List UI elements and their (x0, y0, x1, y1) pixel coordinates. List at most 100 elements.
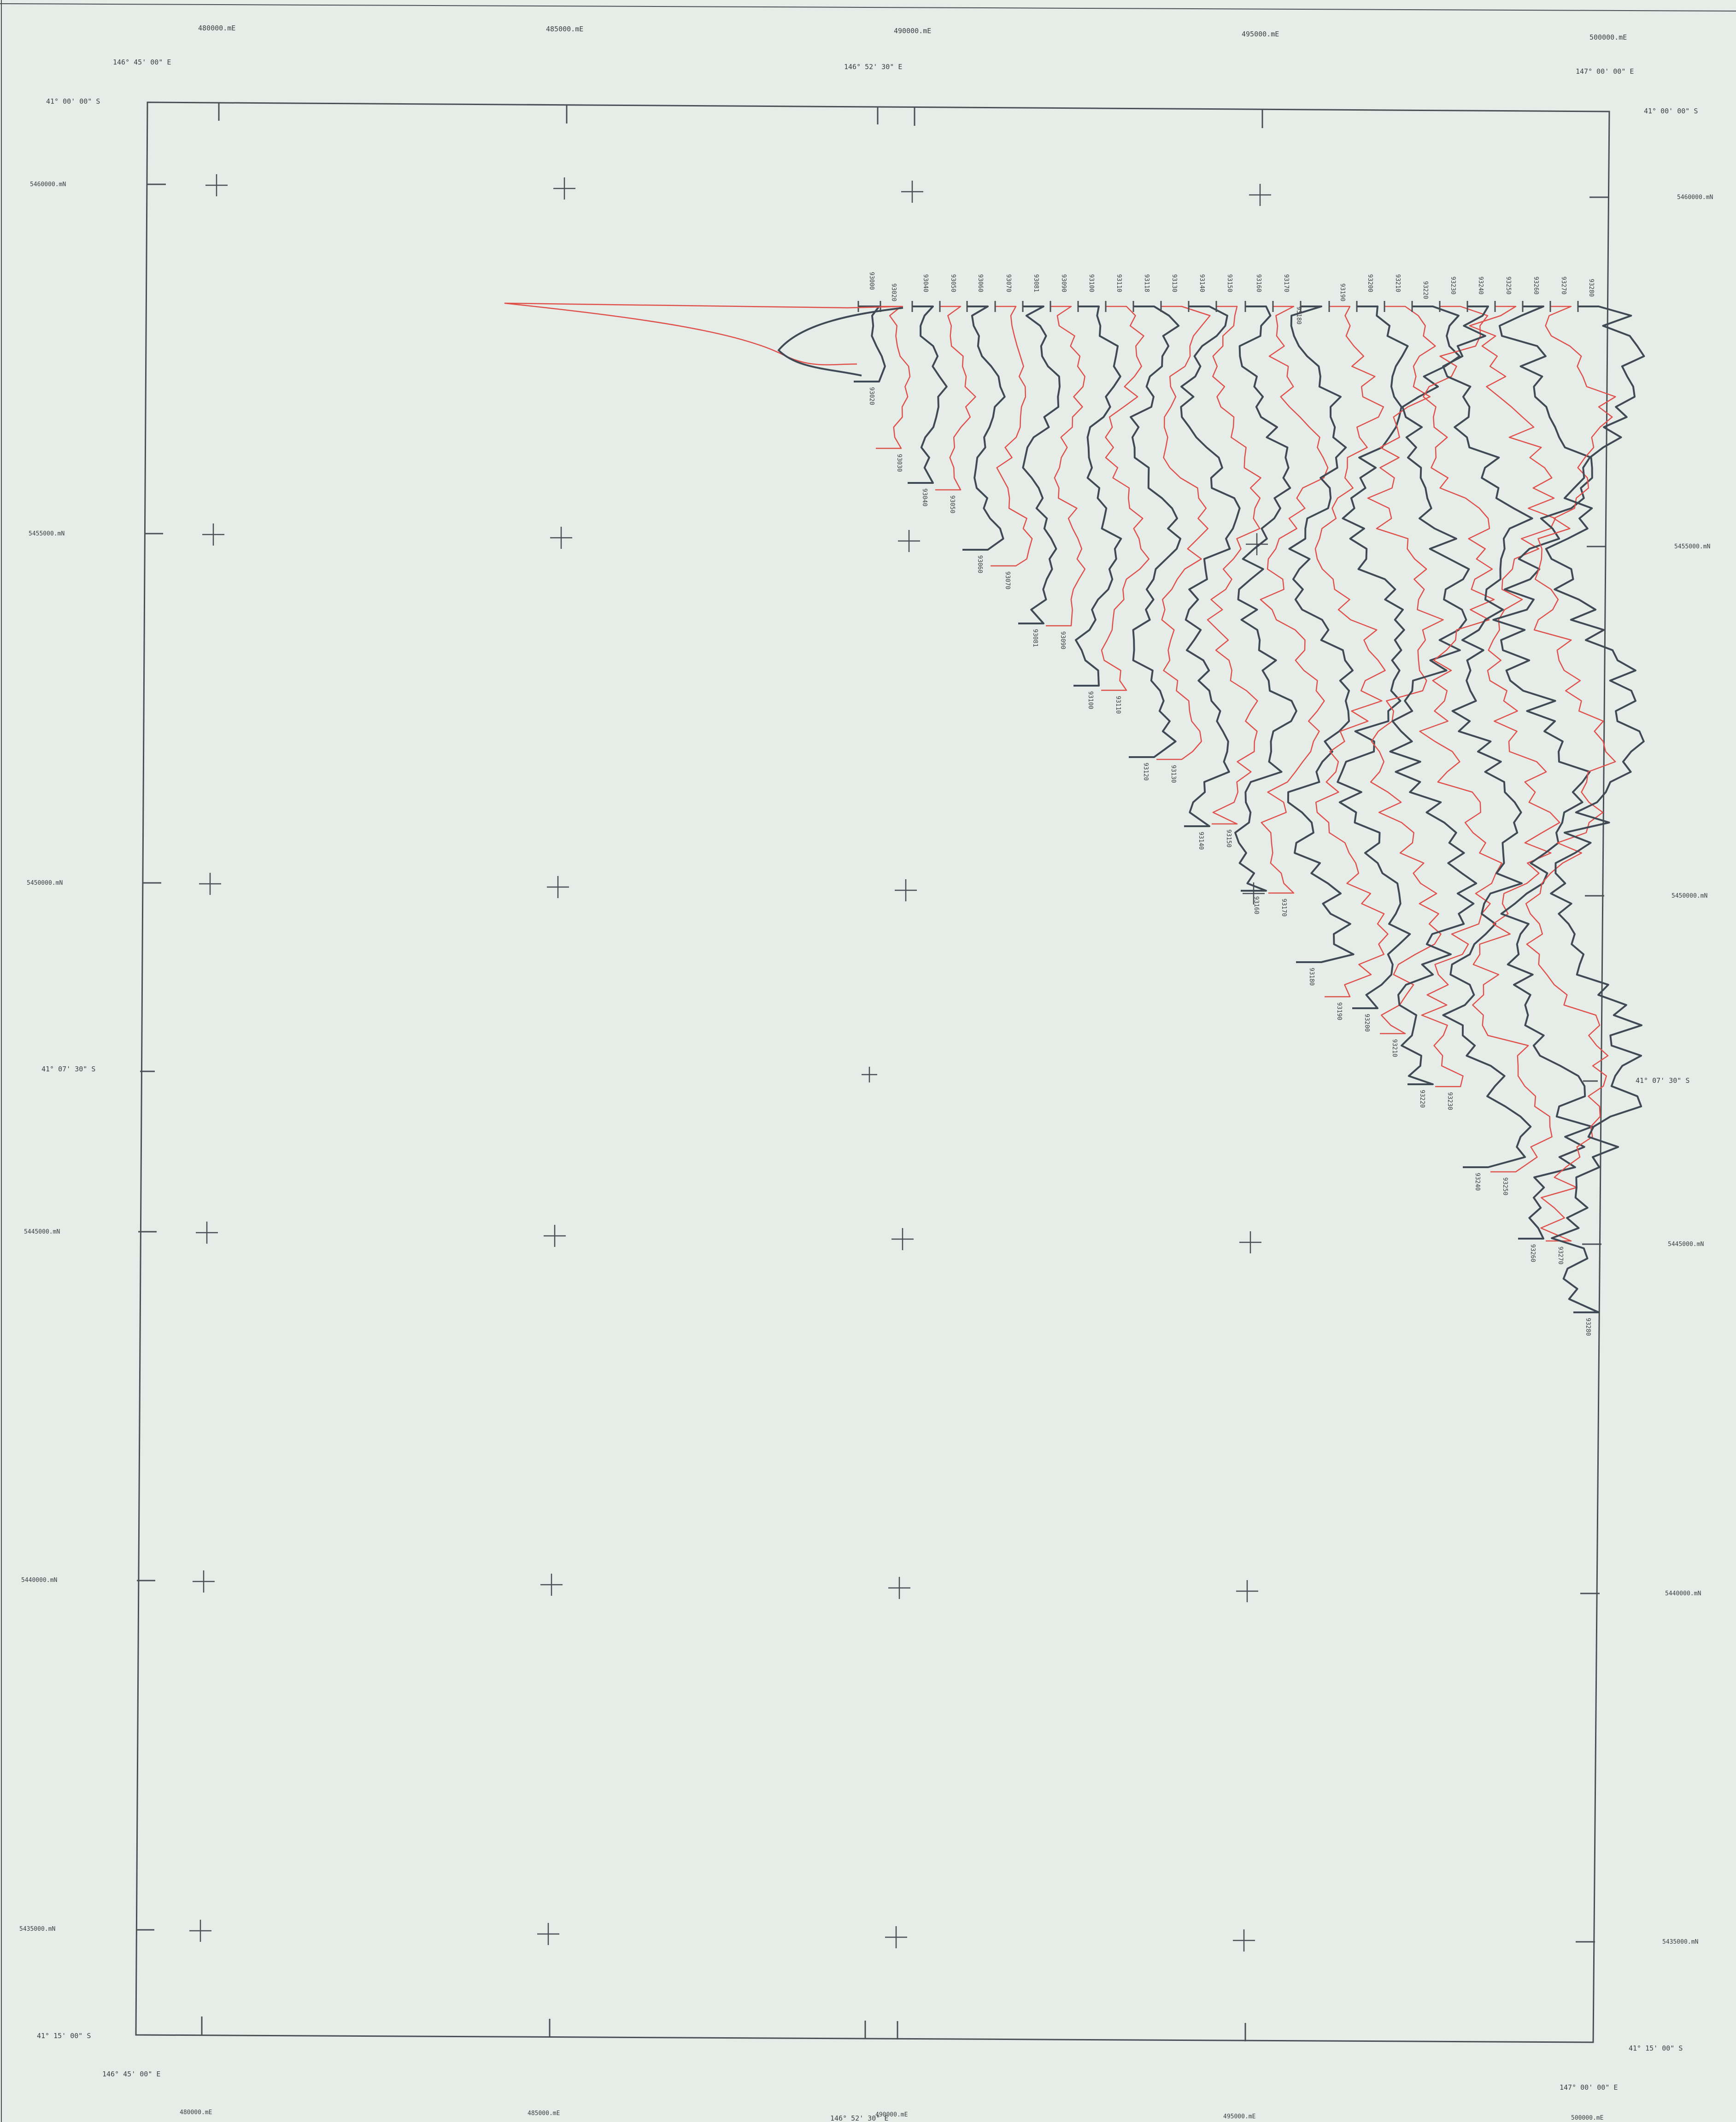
profile-trace (777, 307, 903, 376)
left-northing-label: 5460000.mN (30, 181, 66, 188)
left-northing-label: 5450000.mN (27, 880, 63, 887)
line-label-top: 93270 (1560, 276, 1567, 294)
profile-trace (1442, 306, 1533, 1168)
right-northing-label: 5450000.mN (1671, 893, 1707, 899)
line-label-top: 93140 (1198, 274, 1205, 292)
profile-trace (1018, 306, 1061, 624)
bottom-easting-label: 480000.mE (180, 2109, 212, 2116)
line-label-top: 93118 (1143, 274, 1150, 292)
line-label-bottom: 93130 (1170, 765, 1177, 783)
line-label-bottom: 93280 (1584, 1318, 1591, 1336)
sheet-top-edge (0, 3, 1736, 12)
line-label-top: 93150 (1226, 274, 1233, 292)
profile-trace (1156, 306, 1211, 760)
line-label-top: 93200 (1367, 274, 1373, 292)
right-northing-label: 5455000.mN (1674, 543, 1710, 550)
line-label-bottom: 93260 (1529, 1244, 1536, 1262)
left-northing-label: 5445000.mN (24, 1229, 60, 1235)
line-label-top: 93210 (1394, 274, 1401, 292)
line-label-bottom: 93050 (949, 495, 956, 513)
left-northing-label: 5435000.mN (19, 1926, 55, 1933)
line-label-top: 93070 (1005, 274, 1012, 292)
line-label-top: 93040 (922, 274, 929, 292)
line-label-top: 93110 (1115, 274, 1122, 292)
line-label-bottom: 93190 (1336, 1002, 1343, 1020)
line-label-bottom: 93040 (921, 488, 928, 506)
top-longitude-label: 146° 45' 00" E (113, 58, 171, 66)
line-label-top: 93180 (1295, 306, 1302, 324)
bottom-easting-label: 490000.mE (875, 2111, 908, 2118)
profile-trace (1234, 306, 1297, 892)
top-longitude-label: 147° 00' 00" E (1576, 67, 1634, 76)
bottom-longitude-label: 146° 45' 00" E (102, 2070, 160, 2078)
profile-trace (1180, 306, 1241, 827)
line-label-top: 93081 (1032, 274, 1039, 292)
profile-trace (1073, 306, 1122, 687)
line-label-bottom: 93060 (976, 555, 983, 573)
line-label-top: 93170 (1283, 274, 1290, 292)
line-label-top: 93260 (1532, 276, 1539, 294)
profile-trace (1046, 306, 1086, 627)
line-label-top: 93090 (1060, 274, 1067, 292)
line-label-top: 93160 (1255, 274, 1262, 292)
left-northing-label: 5455000.mN (29, 530, 65, 537)
right-northing-label: 5445000.mN (1668, 1241, 1704, 1248)
line-label-bottom: 93110 (1114, 696, 1121, 714)
right-latitude-label: 41° 00' 00" S (1644, 107, 1698, 115)
line-label-top: 93240 (1477, 276, 1484, 294)
profile-trace (1260, 306, 1329, 894)
line-label-bottom: 93230 (1446, 1092, 1453, 1110)
bottom-easting-label: 485000.mE (528, 2110, 560, 2117)
line-label-bottom: 93160 (1253, 896, 1260, 914)
survey-profiles (504, 301, 1645, 1313)
line-label-bottom: 93220 (1419, 1090, 1425, 1108)
line-label-bottom: 93120 (1142, 763, 1149, 781)
line-label-bottom: 93140 (1197, 832, 1204, 850)
line-label-top: 93250 (1505, 276, 1512, 294)
profile-trace (1525, 306, 1616, 1242)
map-frame (135, 101, 1610, 2043)
profile-trace (876, 306, 911, 449)
line-label-top: 93000 (868, 272, 875, 290)
line-label-bottom: 93210 (1391, 1039, 1398, 1057)
top-easting-label: 480000.mE (198, 24, 235, 32)
right-latitude-label: 41° 15' 00" S (1629, 2044, 1683, 2052)
profile-trace (1389, 306, 1478, 1085)
line-label-bottom: 93081 (1032, 629, 1038, 647)
bottom-easting-label: 495000.mE (1223, 2113, 1255, 2120)
right-northing-label: 5440000.mN (1665, 1590, 1701, 1597)
line-label-bottom: 93200 (1363, 1014, 1370, 1032)
line-label-top: 93100 (1088, 274, 1095, 292)
line-label-bottom: 93090 (1059, 631, 1066, 649)
profile-trace (1545, 306, 1645, 1313)
left-latitude-label: 41° 00' 00" S (46, 97, 100, 106)
line-label-top: 93060 (977, 274, 984, 292)
line-label-top: 93280 (1588, 279, 1595, 297)
top-easting-label: 485000.mE (546, 25, 583, 33)
line-label-top: 93130 (1171, 274, 1178, 292)
profile-trace (1287, 306, 1355, 963)
line-label-bottom: 93100 (1087, 691, 1094, 709)
line-label-bottom: 93170 (1280, 899, 1287, 917)
profile-trace (1367, 306, 1444, 1035)
right-latitude-label: 41° 07' 30" S (1636, 1076, 1689, 1085)
profile-trace (1337, 306, 1411, 1009)
left-latitude-label: 41° 15' 00" S (37, 2032, 91, 2040)
line-label-bottom: 93020 (868, 387, 875, 405)
line-label-top: 93220 (1422, 281, 1429, 299)
line-label-top: 93050 (950, 274, 956, 292)
line-label-bottom: 93030 (896, 454, 903, 472)
top-easting-label: 500000.mE (1589, 33, 1627, 41)
profile-trace (935, 306, 976, 491)
top-easting-label: 495000.mE (1242, 30, 1279, 38)
profile-trace (504, 302, 903, 309)
profile-trace (854, 306, 886, 382)
profile-trace (1101, 306, 1150, 691)
left-latitude-label: 41° 07' 30" S (41, 1065, 95, 1073)
right-northing-label: 5460000.mN (1677, 194, 1713, 201)
profile-trace (1129, 306, 1182, 758)
profile-trace (991, 306, 1033, 567)
line-label-bottom: 93070 (1004, 571, 1011, 589)
